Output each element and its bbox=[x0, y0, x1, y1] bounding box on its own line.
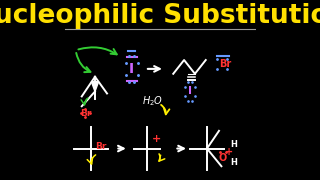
Polygon shape bbox=[92, 82, 99, 91]
Text: Nucleophilic Substitution: Nucleophilic Substitution bbox=[0, 3, 320, 29]
Text: H: H bbox=[230, 158, 237, 167]
Text: +: + bbox=[152, 134, 161, 144]
Text: I: I bbox=[129, 62, 134, 76]
Text: +: + bbox=[225, 147, 233, 158]
Text: I: I bbox=[188, 87, 192, 96]
Text: O: O bbox=[219, 153, 227, 163]
Text: Br: Br bbox=[81, 109, 92, 118]
Text: Br: Br bbox=[96, 142, 107, 151]
Text: $H_2O$: $H_2O$ bbox=[142, 94, 164, 108]
Text: Br: Br bbox=[219, 59, 231, 69]
Text: H: H bbox=[230, 140, 237, 149]
